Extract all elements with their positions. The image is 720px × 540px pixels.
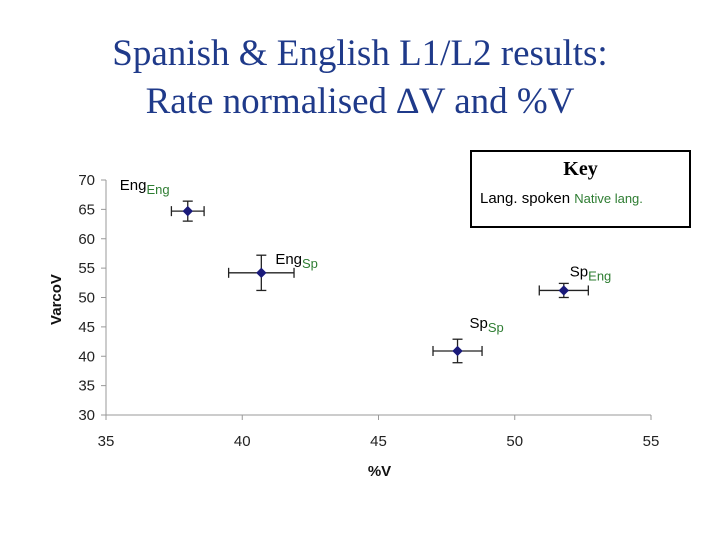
y-tick-label: 55 xyxy=(78,260,95,277)
data-point-marker xyxy=(182,205,193,217)
key-main-label: Lang. spoken xyxy=(480,190,571,207)
y-tick-label: 65 xyxy=(78,201,95,218)
data-point-marker xyxy=(558,285,570,296)
point-label-main: Sp xyxy=(570,263,588,280)
point-label-main: Sp xyxy=(470,315,488,332)
legend-key: Key Lang. spoken Native lang. xyxy=(470,150,691,228)
data-point-marker xyxy=(452,345,463,357)
y-tick-label: 30 xyxy=(78,407,95,424)
data-point-label: SpSp xyxy=(470,315,504,335)
y-tick-label: 50 xyxy=(78,290,95,307)
point-label-main: Eng xyxy=(120,177,147,194)
y-tick-label: 60 xyxy=(78,231,95,248)
y-axis-label: VarcoV xyxy=(48,274,65,325)
x-tick-label: 40 xyxy=(234,433,251,450)
y-tick-label: 40 xyxy=(78,348,95,365)
key-title: Key xyxy=(563,158,598,180)
key-sub-label: Native lang. xyxy=(574,191,643,206)
data-point-label: EngSp xyxy=(275,251,318,271)
x-axis-label: %V xyxy=(368,463,391,480)
key-description: Lang. spoken Native lang. xyxy=(480,190,643,207)
data-point-label: SpEng xyxy=(570,263,612,283)
data-point-marker xyxy=(256,267,267,279)
y-tick-label: 45 xyxy=(78,319,95,336)
title-line-1: Spanish & English L1/L2 results: xyxy=(112,33,608,74)
point-label-sub: Sp xyxy=(302,256,318,271)
point-label-sub: Eng xyxy=(146,182,169,197)
title-line-2: Rate normalised ∆V and %V xyxy=(145,81,575,122)
point-label-main: Eng xyxy=(275,251,302,268)
point-label-sub: Eng xyxy=(588,268,611,283)
point-label-sub: Sp xyxy=(488,320,504,335)
x-tick-label: 50 xyxy=(506,433,523,450)
slide-title: Spanish & English L1/L2 results: Rate no… xyxy=(0,30,720,126)
x-tick-label: 55 xyxy=(643,433,660,450)
data-point-label: EngEng xyxy=(120,177,170,197)
x-tick-label: 35 xyxy=(98,433,115,450)
y-tick-label: 70 xyxy=(78,172,95,189)
y-tick-label: 35 xyxy=(78,378,95,395)
x-tick-label: 45 xyxy=(370,433,387,450)
